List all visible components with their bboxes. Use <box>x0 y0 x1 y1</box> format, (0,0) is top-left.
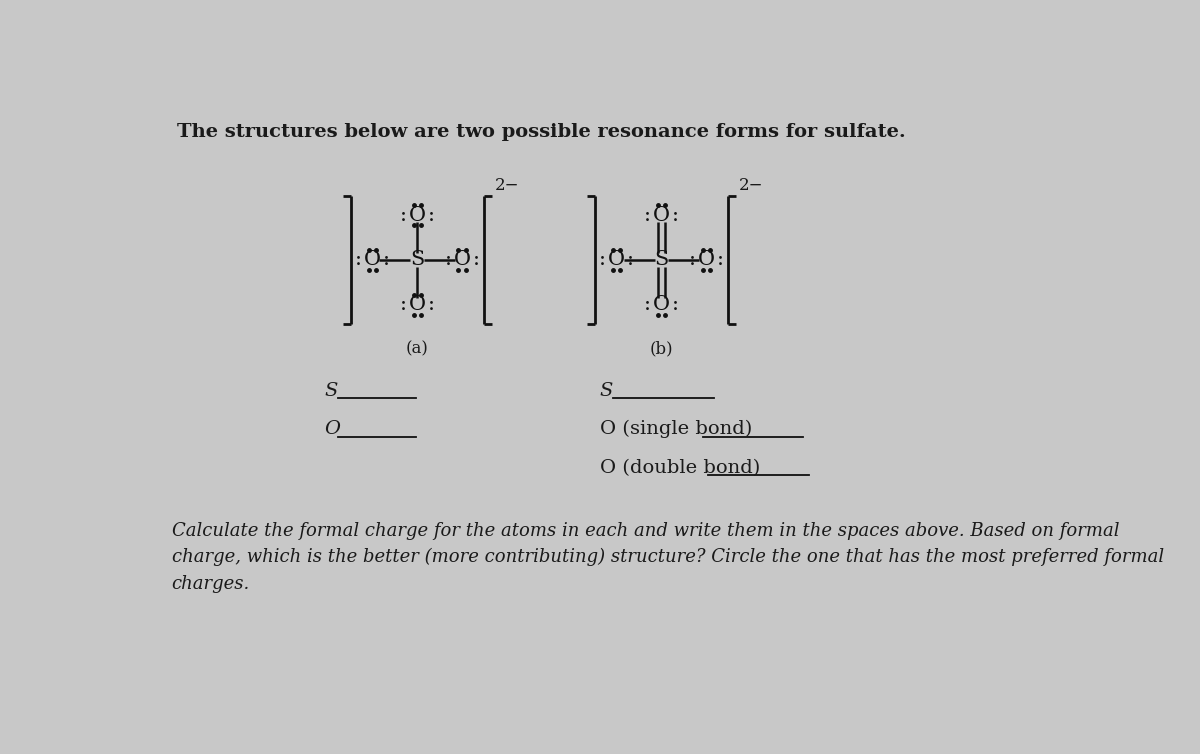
Text: S: S <box>324 382 337 400</box>
Text: O: O <box>409 295 426 314</box>
Text: O: O <box>324 420 341 438</box>
Text: :: : <box>689 250 696 269</box>
Text: 2−: 2− <box>739 177 763 195</box>
Text: O (double bond): O (double bond) <box>600 458 760 477</box>
Text: Calculate the formal charge for the atoms in each and write them in the spaces a: Calculate the formal charge for the atom… <box>172 522 1164 593</box>
Text: :: : <box>672 206 679 225</box>
Text: S: S <box>654 250 668 269</box>
Text: :: : <box>428 295 434 314</box>
Text: :: : <box>644 295 652 314</box>
Text: :: : <box>644 206 652 225</box>
Text: :: : <box>473 250 480 269</box>
Text: O: O <box>454 250 470 269</box>
Text: O: O <box>608 250 625 269</box>
Text: :: : <box>628 250 634 269</box>
Text: S: S <box>600 382 613 400</box>
Text: O: O <box>409 206 426 225</box>
Text: :: : <box>445 250 452 269</box>
Text: :: : <box>716 250 724 269</box>
Text: (a): (a) <box>406 341 428 357</box>
Text: :: : <box>599 250 606 269</box>
Text: (b): (b) <box>649 341 673 357</box>
Text: O (single bond): O (single bond) <box>600 420 751 438</box>
Text: O: O <box>364 250 380 269</box>
Text: :: : <box>428 206 434 225</box>
Text: O: O <box>653 206 670 225</box>
Text: 2−: 2− <box>494 177 520 195</box>
Text: :: : <box>400 295 407 314</box>
Text: :: : <box>672 295 679 314</box>
Text: :: : <box>383 250 390 269</box>
Text: The structures below are two possible resonance forms for sulfate.: The structures below are two possible re… <box>178 123 906 141</box>
Text: S: S <box>410 250 425 269</box>
Text: :: : <box>355 250 362 269</box>
Text: :: : <box>400 206 407 225</box>
Text: O: O <box>698 250 715 269</box>
Text: O: O <box>653 295 670 314</box>
